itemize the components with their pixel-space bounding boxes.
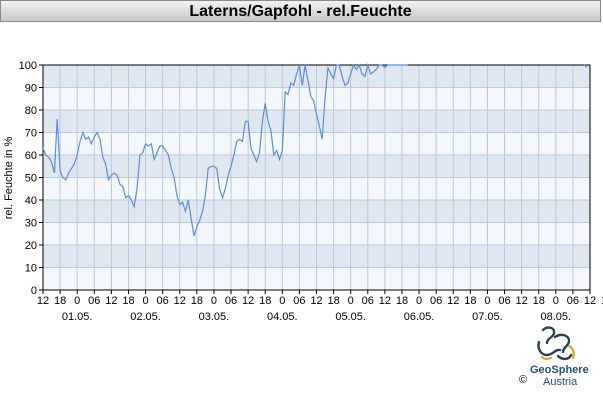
x-tick-label: 06 bbox=[88, 295, 100, 307]
y-tick-label: 40 bbox=[25, 195, 37, 207]
y-axis-label: rel. Feuchte in % bbox=[3, 137, 15, 220]
x-tick-label: 0 bbox=[484, 295, 490, 307]
x-tick-label: 0 bbox=[74, 295, 80, 307]
x-tick-label: 18 bbox=[327, 295, 339, 307]
x-tick-label: 12 bbox=[379, 295, 391, 307]
x-tick-label: 18 bbox=[464, 295, 476, 307]
brand-country: Austria bbox=[543, 376, 578, 388]
x-day-label: 02.05. bbox=[130, 311, 161, 323]
x-tick-label: 06 bbox=[225, 295, 237, 307]
x-tick-label: 12 bbox=[516, 295, 528, 307]
chart-title: Laterns/Gapfohl - rel.Feuchte bbox=[0, 0, 601, 22]
y-tick-label: 80 bbox=[25, 105, 37, 117]
y-tick-label: 30 bbox=[25, 218, 37, 230]
x-tick-label: 0 bbox=[553, 295, 559, 307]
x-day-label: 07.05. bbox=[472, 311, 503, 323]
x-day-label: 04.05. bbox=[267, 311, 298, 323]
brand-name: GeoSphere bbox=[530, 364, 589, 376]
x-day-label: 08.05. bbox=[541, 311, 572, 323]
x-tick-label: 18 bbox=[396, 295, 408, 307]
x-tick-label: 0 bbox=[143, 295, 149, 307]
x-tick-label: 18 bbox=[601, 295, 603, 307]
x-tick-label: 12 bbox=[174, 295, 186, 307]
y-tick-label: 60 bbox=[25, 150, 37, 162]
x-tick-label: 18 bbox=[122, 295, 134, 307]
x-day-label: 05.05. bbox=[335, 311, 366, 323]
x-tick-label: 12 bbox=[447, 295, 459, 307]
x-tick-label: 18 bbox=[533, 295, 545, 307]
x-day-label: 01.05. bbox=[62, 311, 93, 323]
copyright-symbol: © bbox=[519, 374, 528, 386]
x-tick-label: 18 bbox=[54, 295, 66, 307]
humidity-series-line bbox=[42, 62, 408, 237]
y-tick-label: 70 bbox=[25, 128, 37, 140]
y-tick-label: 20 bbox=[25, 240, 37, 252]
x-tick-label: 18 bbox=[191, 295, 203, 307]
y-tick-label: 90 bbox=[25, 83, 37, 95]
y-tick-label: 100 bbox=[19, 60, 37, 72]
x-tick-label: 0 bbox=[416, 295, 422, 307]
x-tick-label: 12 bbox=[584, 295, 596, 307]
y-tick-label: 0 bbox=[31, 285, 37, 297]
x-tick-label: 12 bbox=[105, 295, 117, 307]
y-tick-label: 50 bbox=[25, 173, 37, 185]
humidity-series-line bbox=[583, 64, 588, 68]
x-tick-label: 12 bbox=[242, 295, 254, 307]
x-tick-label: 06 bbox=[430, 295, 442, 307]
x-day-label: 03.05. bbox=[199, 311, 230, 323]
x-tick-label: 12 bbox=[310, 295, 322, 307]
x-tick-label: 06 bbox=[293, 295, 305, 307]
x-tick-label: 18 bbox=[259, 295, 271, 307]
x-tick-label: 06 bbox=[362, 295, 374, 307]
x-tick-label: 06 bbox=[157, 295, 169, 307]
x-tick-label: 12 bbox=[37, 295, 49, 307]
x-tick-label: 0 bbox=[279, 295, 285, 307]
y-tick-label: 10 bbox=[25, 263, 37, 275]
x-tick-label: 06 bbox=[567, 295, 579, 307]
x-tick-label: 0 bbox=[211, 295, 217, 307]
x-tick-label: 06 bbox=[498, 295, 510, 307]
geosphere-logo-icon bbox=[537, 326, 575, 361]
x-day-label: 06.05. bbox=[404, 311, 435, 323]
x-tick-label: 0 bbox=[348, 295, 354, 307]
